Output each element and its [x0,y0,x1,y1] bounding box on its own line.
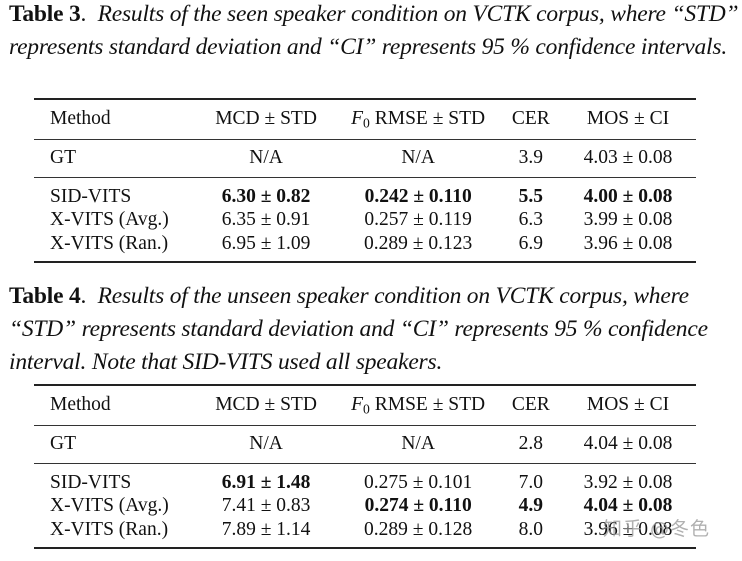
cell-f0: N/A [334,425,502,464]
cell-cer: 4.9 [518,495,544,516]
table-row: SID-VITS 6.91 ± 1.48 0.275 ± 0.101 7.0 3… [34,463,696,494]
header-row: Method MCD ± STD F0 RMSE ± STD CER MOS ±… [34,98,696,140]
table-row: SID-VITS 6.30 ± 0.82 0.242 ± 0.110 5.5 4… [34,177,696,208]
watermark: 知乎 @冬色 [603,518,711,540]
cell-mcd: N/A [197,425,335,464]
cell-method: X-VITS (Avg.) [50,495,169,516]
cell-f0: 0.257 ± 0.119 [364,209,472,230]
header-row: Method MCD ± STD F0 RMSE ± STD CER MOS ±… [34,384,696,426]
cell-method: X-VITS (Ran.) [34,518,198,549]
table-row: X-VITS (Avg.) 6.35 ± 0.91 0.257 ± 0.119 … [34,208,696,233]
cell-mcd: N/A [197,139,335,178]
cell-method: X-VITS (Avg.) [50,209,169,230]
cell-f0: 0.275 ± 0.101 [364,471,473,493]
table-row: X-VITS (Ran.) 7.89 ± 1.14 0.289 ± 0.128 … [34,518,696,549]
header-mcd: MCD ± STD [197,384,335,426]
cell-method: X-VITS (Ran.) [34,232,198,263]
table-row-gt: GT N/A N/A 3.9 4.03 ± 0.08 [34,139,696,178]
header-method: Method [34,384,198,426]
cell-f0: N/A [334,139,502,178]
cell-method: SID-VITS [50,471,132,493]
cell-cer: 3.9 [501,139,560,178]
cell-cer: 7.0 [518,471,544,493]
header-mos: MOS ± CI [559,384,696,426]
cell-f0: 0.274 ± 0.110 [364,495,472,516]
header-f0-rmse: F0 RMSE ± STD [334,98,502,140]
cell-mcd: 6.91 ± 1.48 [221,471,311,493]
cell-cer: 5.5 [518,185,544,207]
cell-method: SID-VITS [50,185,132,207]
cell-cer: 2.8 [501,425,560,464]
cell-mos: 3.96 ± 0.08 [559,232,696,263]
header-cer: CER [501,384,560,426]
header-cer: CER [501,98,560,140]
cell-f0: 0.289 ± 0.123 [334,232,502,263]
table-row: X-VITS (Avg.) 7.41 ± 0.83 0.274 ± 0.110 … [34,494,696,519]
table-4-caption: Table 4. Results of the unseen speaker c… [9,283,708,375]
table-3-caption: Table 3. Results of the seen speaker con… [9,1,739,60]
cell-mcd: 7.89 ± 1.14 [197,518,335,549]
table-3-caption-text: Results of the seen speaker condition on… [9,1,739,60]
cell-mos: 3.92 ± 0.08 [583,471,673,493]
cell-mcd: 7.41 ± 0.83 [221,495,311,516]
cell-cer: 6.9 [501,232,560,263]
cell-method: GT [34,139,198,178]
cell-mos: 4.00 ± 0.08 [583,185,673,207]
cell-method: GT [34,425,198,464]
cell-mcd: 6.95 ± 1.09 [197,232,335,263]
header-f0-rmse: F0 RMSE ± STD [334,384,502,426]
cell-f0: 0.289 ± 0.128 [334,518,502,549]
cell-mos: 4.04 ± 0.08 [583,495,673,516]
cell-mos: 3.96 ± 0.08 [559,518,696,549]
cell-mcd: 6.35 ± 0.91 [221,209,311,230]
table-3: Method MCD ± STD F0 RMSE ± STD CER MOS ±… [34,98,696,263]
cell-mcd: 6.30 ± 0.82 [221,185,311,207]
header-mos: MOS ± CI [559,98,696,140]
table-4-label: Table 4 [9,283,81,309]
table-4-caption-text: Results of the unseen speaker condition … [9,283,708,375]
table-row: X-VITS (Ran.) 6.95 ± 1.09 0.289 ± 0.123 … [34,232,696,263]
cell-mos: 4.03 ± 0.08 [559,139,696,178]
table-3-label: Table 3 [9,1,81,27]
table-row-gt: GT N/A N/A 2.8 4.04 ± 0.08 [34,425,696,464]
cell-cer: 6.3 [518,209,544,230]
header-mcd: MCD ± STD [197,98,335,140]
cell-cer: 8.0 [501,518,560,549]
table-4: Method MCD ± STD F0 RMSE ± STD CER MOS ±… [34,384,696,549]
cell-f0: 0.242 ± 0.110 [364,185,472,207]
header-method: Method [34,98,198,140]
cell-mos: 3.99 ± 0.08 [583,209,673,230]
cell-mos: 4.04 ± 0.08 [559,425,696,464]
